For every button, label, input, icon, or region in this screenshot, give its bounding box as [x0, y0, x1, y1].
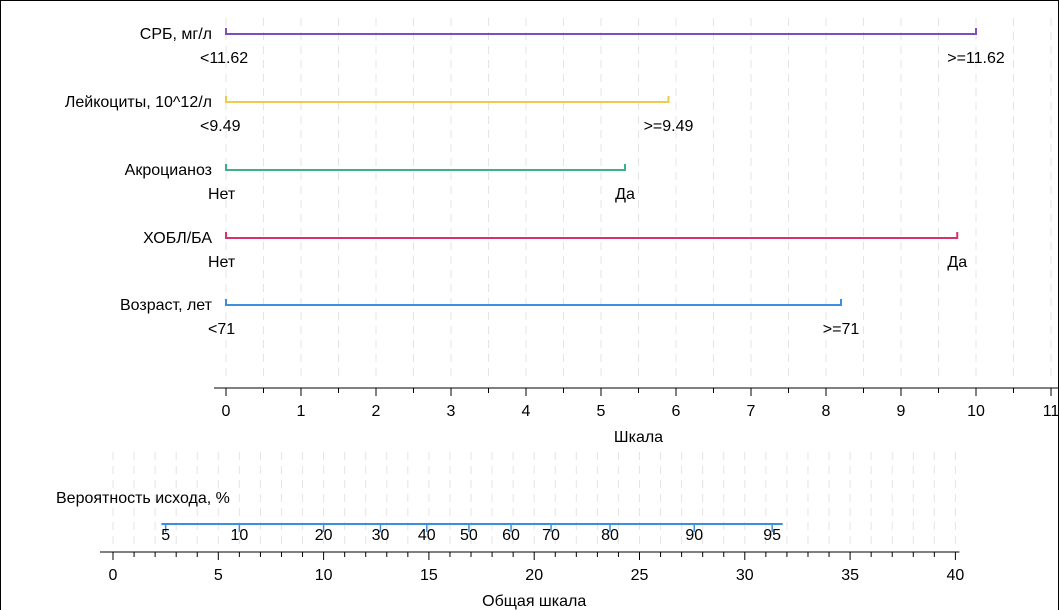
- predictor-level-label: >=11.62: [947, 50, 1005, 67]
- total-axis-tick-label: 20: [525, 567, 543, 584]
- predictor-row: СРБ, мг/л <11.62 >=11.62: [140, 26, 1005, 67]
- points-axis-tick-label: 1: [297, 403, 306, 420]
- probability-axis-tick-label: 95: [763, 527, 781, 544]
- predictor-name: Лейкоциты, 10^12/л: [65, 94, 212, 111]
- predictor-level-label: Нет: [208, 186, 236, 203]
- total-axis-tick-label: 25: [631, 567, 649, 584]
- probability-axis-tick-label: 5: [161, 527, 170, 544]
- points-axis-tick-label: 9: [897, 403, 906, 420]
- total-axis-tick-label: 5: [214, 567, 223, 584]
- total-axis-tick-label: 15: [420, 567, 438, 584]
- predictor-rows: СРБ, мг/л <11.62 >=11.62 Лейкоциты, 10^12/л…: [65, 26, 1005, 338]
- probability-axis-tick-label: 50: [460, 527, 478, 544]
- predictor-level-label: Да: [615, 186, 635, 203]
- points-axis-tick-label: 2: [372, 403, 381, 420]
- points-axis-tick-label: 8: [822, 403, 831, 420]
- probability-axis-tick-label: 10: [230, 527, 248, 544]
- points-axis-tick-label: 5: [597, 403, 606, 420]
- points-axis-tick-label: 0: [222, 403, 231, 420]
- points-axis-tick-label: 11: [1043, 403, 1059, 420]
- probability-axis-tick-label: 60: [502, 527, 520, 544]
- probability-axis-tick-label: 30: [372, 527, 390, 544]
- predictor-level-label: <71: [208, 321, 235, 338]
- predictor-name: СРБ, мг/л: [140, 26, 212, 43]
- probability-axis-tick-label: 80: [601, 527, 619, 544]
- points-axis-title: Шкала: [614, 429, 663, 446]
- points-axis: 0 1 2 3 4 5 6 7 8 9 10 11 Шкала: [214, 387, 1059, 446]
- predictor-level-label: >=71: [823, 321, 860, 338]
- predictor-level-label: >=9.49: [644, 118, 694, 135]
- probability-axis-tick-label: 70: [542, 527, 560, 544]
- predictor-row: ХОБЛ/БА Нет Да: [143, 230, 967, 271]
- probability-axis-tick-label: 90: [685, 527, 703, 544]
- predictor-level-label: Нет: [208, 254, 236, 271]
- predictor-row: Возраст, лет <71 >=71: [120, 297, 859, 338]
- predictor-name: Возраст, лет: [120, 297, 213, 314]
- points-axis-tick-label: 3: [447, 403, 456, 420]
- total-points-axis: 0 5 10 15 20 25 30 35 40 Общая шкала: [100, 551, 965, 610]
- predictor-name: Акроцианоз: [125, 162, 212, 179]
- total-axis-tick-label: 10: [315, 567, 333, 584]
- points-axis-tick-label: 7: [747, 403, 756, 420]
- total-axis-title: Общая шкала: [482, 593, 586, 610]
- total-axis-tick-label: 0: [109, 567, 118, 584]
- probability-axis: Вероятность исхода, % 5 10 20 30 40 50 60 70 80 90…: [56, 490, 783, 544]
- points-gridlines: [225, 18, 1052, 378]
- total-axis-tick-label: 40: [947, 567, 965, 584]
- probability-axis-tick-label: 20: [315, 527, 333, 544]
- probability-axis-title: Вероятность исхода, %: [56, 490, 230, 507]
- predictor-level-label: <9.49: [200, 118, 241, 135]
- predictor-name: ХОБЛ/БА: [143, 230, 212, 247]
- predictor-row: Лейкоциты, 10^12/л <9.49 >=9.49: [65, 94, 694, 135]
- total-gridlines: [112, 452, 956, 548]
- predictor-level-label: <11.62: [200, 50, 248, 67]
- total-axis-tick-label: 30: [736, 567, 754, 584]
- points-axis-tick-label: 10: [967, 403, 985, 420]
- points-axis-tick-label: 6: [672, 403, 681, 420]
- points-axis-tick-label: 4: [522, 403, 531, 420]
- predictor-row: Акроцианоз Нет Да: [125, 162, 635, 203]
- predictor-level-label: Да: [947, 254, 967, 271]
- total-axis-tick-label: 35: [841, 567, 859, 584]
- probability-axis-tick-label: 40: [418, 527, 436, 544]
